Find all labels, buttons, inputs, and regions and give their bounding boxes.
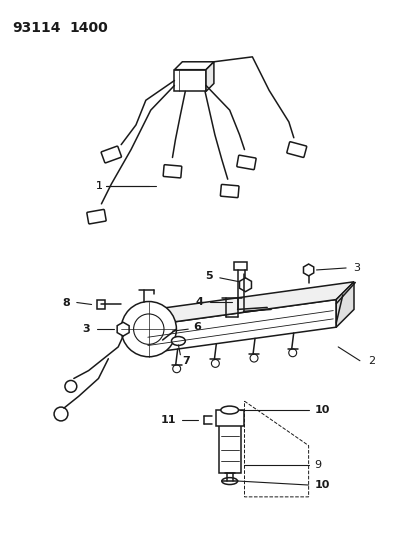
FancyBboxPatch shape <box>286 142 306 157</box>
FancyBboxPatch shape <box>163 165 181 178</box>
Circle shape <box>172 365 180 373</box>
Ellipse shape <box>221 478 237 484</box>
Ellipse shape <box>171 336 185 345</box>
Text: 1: 1 <box>96 181 103 191</box>
Text: 2: 2 <box>367 356 374 366</box>
Polygon shape <box>206 62 214 91</box>
Bar <box>218 424 240 473</box>
Ellipse shape <box>220 406 238 414</box>
Bar <box>233 262 247 270</box>
Polygon shape <box>117 322 129 336</box>
Text: 8: 8 <box>62 297 70 308</box>
Circle shape <box>121 302 176 357</box>
Text: 3: 3 <box>82 324 89 334</box>
Text: 4: 4 <box>195 296 202 306</box>
FancyBboxPatch shape <box>101 146 121 163</box>
Circle shape <box>249 354 257 362</box>
Circle shape <box>133 314 164 344</box>
FancyBboxPatch shape <box>87 209 106 224</box>
Circle shape <box>211 359 219 367</box>
Text: 9: 9 <box>314 461 321 470</box>
Polygon shape <box>142 282 353 326</box>
Text: 10: 10 <box>314 405 329 415</box>
Bar <box>174 70 206 91</box>
Circle shape <box>65 381 76 392</box>
Polygon shape <box>239 278 251 292</box>
Text: 11: 11 <box>161 415 176 425</box>
Text: 93114: 93114 <box>13 21 61 35</box>
Text: 10: 10 <box>314 480 329 490</box>
Text: 7: 7 <box>182 356 190 366</box>
Bar <box>215 410 243 426</box>
Polygon shape <box>174 62 214 70</box>
Text: 6: 6 <box>193 322 201 332</box>
Circle shape <box>288 349 296 357</box>
Polygon shape <box>303 264 313 276</box>
Text: 3: 3 <box>352 263 359 273</box>
FancyBboxPatch shape <box>236 155 256 169</box>
Bar <box>97 300 105 310</box>
FancyBboxPatch shape <box>220 184 238 198</box>
Polygon shape <box>335 282 353 327</box>
Circle shape <box>54 407 68 421</box>
Polygon shape <box>142 300 335 354</box>
Text: 1400: 1400 <box>70 21 108 35</box>
Text: 5: 5 <box>205 271 212 281</box>
Text: 1: 1 <box>96 181 103 191</box>
